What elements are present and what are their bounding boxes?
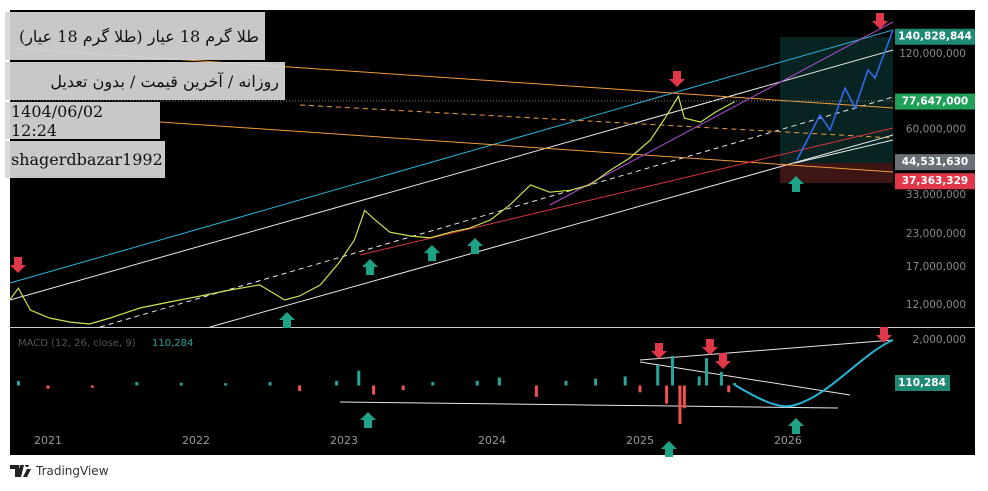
- subtitle-box: روزانه / آخرین قیمت / بدون تعدیل: [5, 62, 285, 100]
- price-tag: [895, 154, 975, 171]
- macd-bar: [298, 385, 302, 392]
- macd-bar: [534, 385, 538, 397]
- logo: [10, 465, 31, 477]
- price-tag-label: 77,647,000: [902, 96, 968, 108]
- macd-bar: [90, 385, 94, 388]
- datetime: 1404/06/02 12:24: [11, 101, 104, 140]
- price-tag: [895, 374, 950, 391]
- trend-line: [159, 121, 894, 173]
- trend-line: [359, 127, 894, 256]
- buy-arrow: [788, 176, 804, 192]
- title-box: طلا گرم 18 عیار (طلا گرم 18 عیار): [5, 12, 265, 60]
- macd-bar: [46, 385, 50, 389]
- y-tick-label: 17,000,000: [906, 261, 966, 273]
- footer: TradingView: [10, 464, 109, 478]
- y-tick-label: 23,000,000: [906, 228, 966, 240]
- macd-projection: [734, 339, 894, 408]
- buy-arrow: [467, 238, 483, 254]
- macd-bar: [401, 385, 405, 391]
- macd-bar: [656, 365, 660, 386]
- y-tick-label: 60,000,000: [906, 124, 966, 136]
- macd-bar: [431, 382, 435, 386]
- macd-bar: [682, 385, 686, 409]
- macd-value: 110,284: [152, 338, 193, 349]
- trend-line: [549, 21, 894, 206]
- datetime-box: 1404/06/02 12:24: [5, 101, 160, 140]
- price-tag: [895, 28, 975, 45]
- sell-arrow: [872, 13, 888, 29]
- stop-zone: [780, 163, 893, 183]
- price-tag-label: 140,828,844: [898, 31, 972, 43]
- price-tag: [895, 173, 975, 190]
- macd-bar: [497, 377, 501, 386]
- x-tick-label: 2026: [774, 434, 802, 447]
- macd-bar: [697, 376, 701, 386]
- trend-line: [639, 361, 851, 396]
- price-tag-label: 110,284: [898, 377, 946, 389]
- price-tag-label: 37,363,329: [902, 175, 968, 187]
- macd-bar: [727, 385, 731, 393]
- trend-line: [99, 96, 894, 328]
- x-tick-label: 2023: [330, 434, 358, 447]
- sell-arrow: [702, 339, 718, 355]
- buy-arrow: [362, 259, 378, 275]
- macd-bar: [16, 380, 20, 386]
- author: shagerdbazar1992: [11, 150, 163, 169]
- macd-bar: [179, 382, 183, 386]
- buy-arrow: [788, 418, 804, 434]
- trend-line: [9, 29, 894, 284]
- sell-arrow: [10, 257, 26, 273]
- macd-bar: [733, 382, 737, 386]
- author-box: shagerdbazar1992: [5, 141, 165, 178]
- x-tick-label: 2021: [34, 434, 62, 447]
- sell-arrow: [715, 353, 731, 369]
- macd-bar: [671, 355, 675, 386]
- buy-arrow: [424, 245, 440, 261]
- buy-arrow: [279, 312, 295, 328]
- trend-line: [209, 134, 894, 328]
- macd-bar: [678, 385, 682, 425]
- trend-line: [639, 339, 894, 361]
- buy-arrow: [360, 412, 376, 428]
- macd-bar: [623, 376, 627, 386]
- macd-bar: [135, 382, 139, 386]
- macd-bar: [564, 380, 568, 386]
- price-tag: [895, 93, 975, 110]
- target-zone: [780, 37, 893, 163]
- y-tick-label: 120,000,000: [899, 48, 966, 60]
- macd-bar: [665, 385, 669, 404]
- macd-bar: [705, 358, 709, 386]
- macd-bar: [638, 385, 642, 393]
- price-tag-label: 44,531,630: [902, 156, 968, 168]
- trend-line: [9, 49, 894, 301]
- sell-arrow: [651, 343, 667, 359]
- macd-bar: [268, 382, 272, 386]
- y-tick-label: 2,000,000: [913, 334, 966, 346]
- macd-bar: [475, 380, 479, 386]
- x-tick-label: 2024: [478, 434, 506, 447]
- subtitle: روزانه / آخرین قیمت / بدون تعدیل: [50, 71, 279, 91]
- sell-arrow: [876, 327, 892, 343]
- y-tick-label: 33,000,000: [906, 189, 966, 201]
- price-line: [9, 94, 735, 325]
- x-tick-label: 2025: [626, 434, 654, 447]
- sell-arrow: [669, 71, 685, 87]
- trend-line: [794, 139, 894, 164]
- macd-title: MACD (12, 26, close, 9): [18, 338, 136, 349]
- macd-bar: [719, 371, 723, 386]
- macd-bar: [224, 383, 228, 386]
- macd-bar: [372, 385, 376, 395]
- brand: TradingView: [36, 464, 109, 478]
- trend-line: [339, 401, 839, 409]
- projection: [796, 29, 894, 161]
- y-tick-label: 12,000,000: [906, 299, 966, 311]
- macd-bar: [357, 370, 361, 386]
- macd-bar: [594, 378, 598, 386]
- title: طلا گرم 18 عیار (طلا گرم 18 عیار): [18, 26, 259, 46]
- macd-bar: [335, 380, 339, 386]
- x-tick-label: 2022: [182, 434, 210, 447]
- buy-arrow: [661, 441, 677, 457]
